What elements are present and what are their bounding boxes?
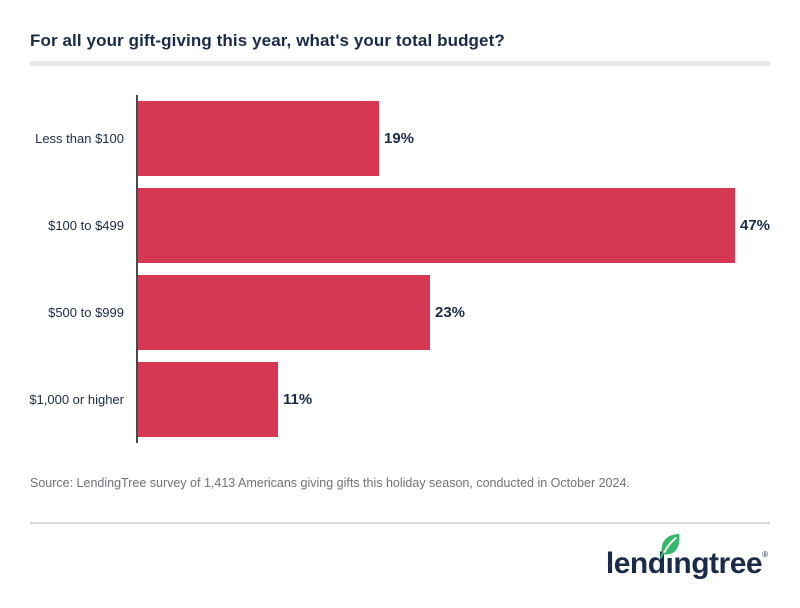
bar [138, 188, 735, 263]
category-axis: Less than $100 $100 to $499 $500 to $999… [29, 95, 136, 443]
category-label: $500 to $999 [48, 305, 124, 320]
registered-mark: ® [762, 550, 768, 559]
bar [138, 101, 379, 176]
category-label: $100 to $499 [48, 218, 124, 233]
category-label: $1,000 or higher [29, 392, 124, 407]
bar-value-label: 11% [283, 391, 313, 408]
bar-chart: Less than $100 $100 to $499 $500 to $999… [29, 95, 770, 443]
bar [138, 275, 430, 350]
chart-header: For all your gift-giving this year, what… [0, 0, 800, 66]
source-note: Source: LendingTree survey of 1,413 Amer… [30, 476, 630, 490]
title-divider [30, 61, 770, 66]
bar-value-label: 19% [384, 130, 415, 147]
lendingtree-logo: lendingtree® [605, 533, 768, 580]
category-row: Less than $100 [30, 95, 136, 182]
category-label: Less than $100 [35, 131, 124, 146]
bar-row: 19% [138, 95, 770, 182]
category-row: $100 to $499 [30, 182, 136, 269]
footer-divider [30, 522, 770, 524]
footer: lendingtree® [0, 524, 800, 604]
leaf-backdrop [663, 552, 672, 558]
plot-area: 19% 47% 23% 11% [136, 95, 770, 443]
chart-title: For all your gift-giving this year, what… [30, 31, 505, 50]
bar-value-label: 23% [435, 304, 466, 321]
category-row: $500 to $999 [30, 269, 136, 356]
bar [138, 362, 278, 437]
bar-row: 11% [138, 356, 770, 443]
bar-row: 47% [138, 182, 770, 269]
bar-value-label: 47% [740, 217, 771, 234]
category-row: $1,000 or higher [29, 356, 136, 443]
logo-text: lendingtree [605, 547, 763, 580]
bar-row: 23% [138, 269, 770, 356]
